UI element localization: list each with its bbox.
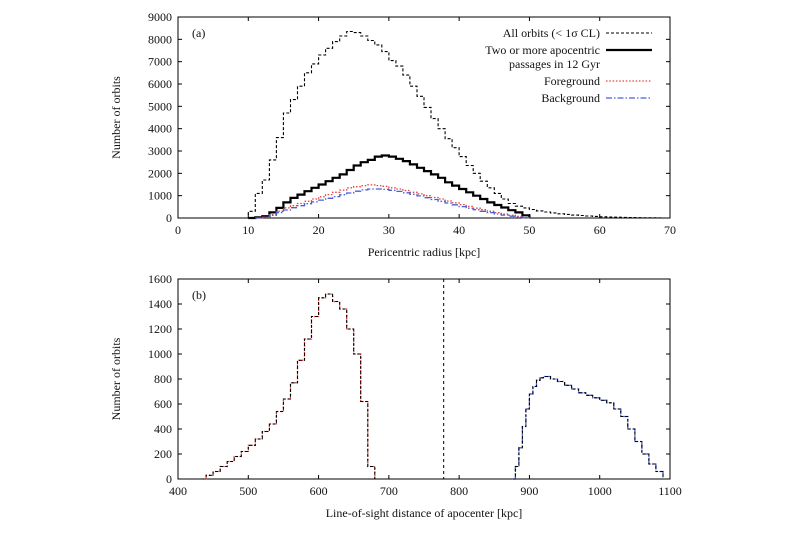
y-tick-label: 8000 <box>148 32 172 46</box>
series-foreground <box>202 293 376 480</box>
y-tick-label: 3000 <box>148 144 172 158</box>
y-tick-label: 7000 <box>148 55 172 69</box>
legend-label: Foreground <box>544 74 600 88</box>
x-tick-label: 50 <box>523 223 535 237</box>
y-tick-label: 200 <box>154 447 172 461</box>
y-tick-label: 5000 <box>148 99 172 113</box>
y-tick-label: 1600 <box>148 272 172 286</box>
y-tick-label: 1000 <box>148 347 172 361</box>
x-axis-label: Pericentric radius [kpc] <box>368 245 481 259</box>
y-tick-label: 0 <box>166 472 172 486</box>
x-tick-label: 40 <box>453 223 465 237</box>
y-tick-label: 600 <box>154 397 172 411</box>
x-tick-label: 700 <box>380 484 398 498</box>
x-tick-label: 600 <box>310 484 328 498</box>
y-tick-label: 4000 <box>148 122 172 136</box>
panel-b: 400 500 600 700 800 900 1000 1100 0 200 400 600 800 1… <box>109 272 682 520</box>
x-tick-label: 10 <box>242 223 254 237</box>
y-tick-label: 0 <box>166 211 172 225</box>
x-tick-label: 30 <box>383 223 395 237</box>
x-tick-label: 20 <box>313 223 325 237</box>
panel-a: 0 10 20 30 40 50 60 70 0 1000 2000 3000 4000 5000 6000… <box>109 10 676 259</box>
x-tick-label: 70 <box>664 223 676 237</box>
x-tick-label: 1000 <box>588 484 612 498</box>
x-axis-label: Line-of-sight distance of apocenter [kpc… <box>326 506 523 520</box>
plot-frame <box>177 278 671 480</box>
y-axis-label: Number of orbits <box>109 76 123 159</box>
series-background <box>255 188 531 219</box>
series-foreground <box>255 184 531 219</box>
legend: All orbits (< 1σ CL) Two or more apocentr… <box>485 26 652 105</box>
x-tick-label: 500 <box>239 484 257 498</box>
legend-label: passages in 12 Gyr <box>509 57 600 71</box>
x-tick-label: 60 <box>594 223 606 237</box>
y-tick-label: 2000 <box>148 166 172 180</box>
series-all-orbits-1-cl <box>202 293 664 480</box>
y-tick-label: 800 <box>154 372 172 386</box>
panel-label: (b) <box>192 288 206 302</box>
y-tick-label: 1200 <box>148 322 172 336</box>
y-tick-label: 1400 <box>148 297 172 311</box>
x-tick-label: 400 <box>169 484 187 498</box>
series-all-orbits-1-cl <box>241 30 663 219</box>
plot-frame <box>177 16 671 219</box>
y-tick-label: 1000 <box>148 189 172 203</box>
x-tick-label: 0 <box>175 223 181 237</box>
x-tick-label: 1100 <box>658 484 682 498</box>
y-tick-label: 400 <box>154 422 172 436</box>
legend-label: Background <box>541 91 600 105</box>
series-background <box>511 375 664 480</box>
y-tick-label: 6000 <box>148 77 172 91</box>
x-tick-label: 800 <box>450 484 468 498</box>
y-tick-label: 9000 <box>148 10 172 24</box>
series-two-or-more-apocentric-passages-in-12-gyr <box>248 154 531 220</box>
legend-label: Two or more apocentric <box>485 43 600 57</box>
legend-label: All orbits (< 1σ CL) <box>503 26 600 40</box>
panel-label: (a) <box>192 26 205 40</box>
y-axis-label: Number of orbits <box>109 337 123 420</box>
x-tick-label: 900 <box>520 484 538 498</box>
